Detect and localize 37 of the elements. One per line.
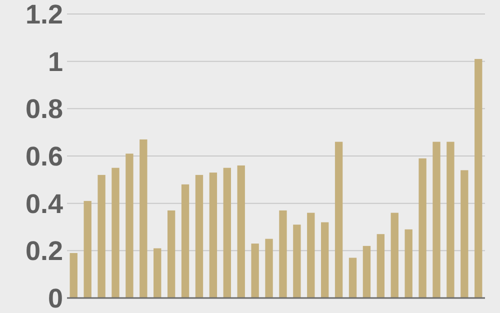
bar [293,224,301,298]
bar [334,142,343,298]
bar [362,246,371,298]
bar [251,244,259,298]
bar [321,222,329,298]
bar [209,172,218,298]
bar [460,170,468,298]
bar [112,168,120,298]
bar [181,184,190,298]
bar [474,58,482,298]
bar [307,212,315,298]
bar [154,248,162,298]
bar [446,142,454,298]
bar [195,174,204,298]
bar [98,174,106,298]
bar [70,253,78,298]
y-tick-label: 0.8 [25,94,63,124]
bar [223,168,231,298]
y-tick-label: 0.2 [25,236,63,266]
bar [140,139,148,298]
bar [390,212,398,298]
y-tick-label: 0.6 [25,141,63,172]
y-tick-label: 0.4 [25,188,63,219]
y-tick-label: 1 [48,46,63,77]
bar [167,210,176,298]
bar [279,210,287,298]
bar [376,234,385,298]
y-tick-label: 1.2 [25,0,63,30]
bar [404,229,412,298]
bar [126,154,134,298]
bar [84,200,92,298]
y-tick-label: 0 [48,283,63,313]
bar [265,238,273,298]
bar [418,158,426,298]
bar [432,142,440,298]
bar [348,258,357,298]
bar [237,165,245,298]
